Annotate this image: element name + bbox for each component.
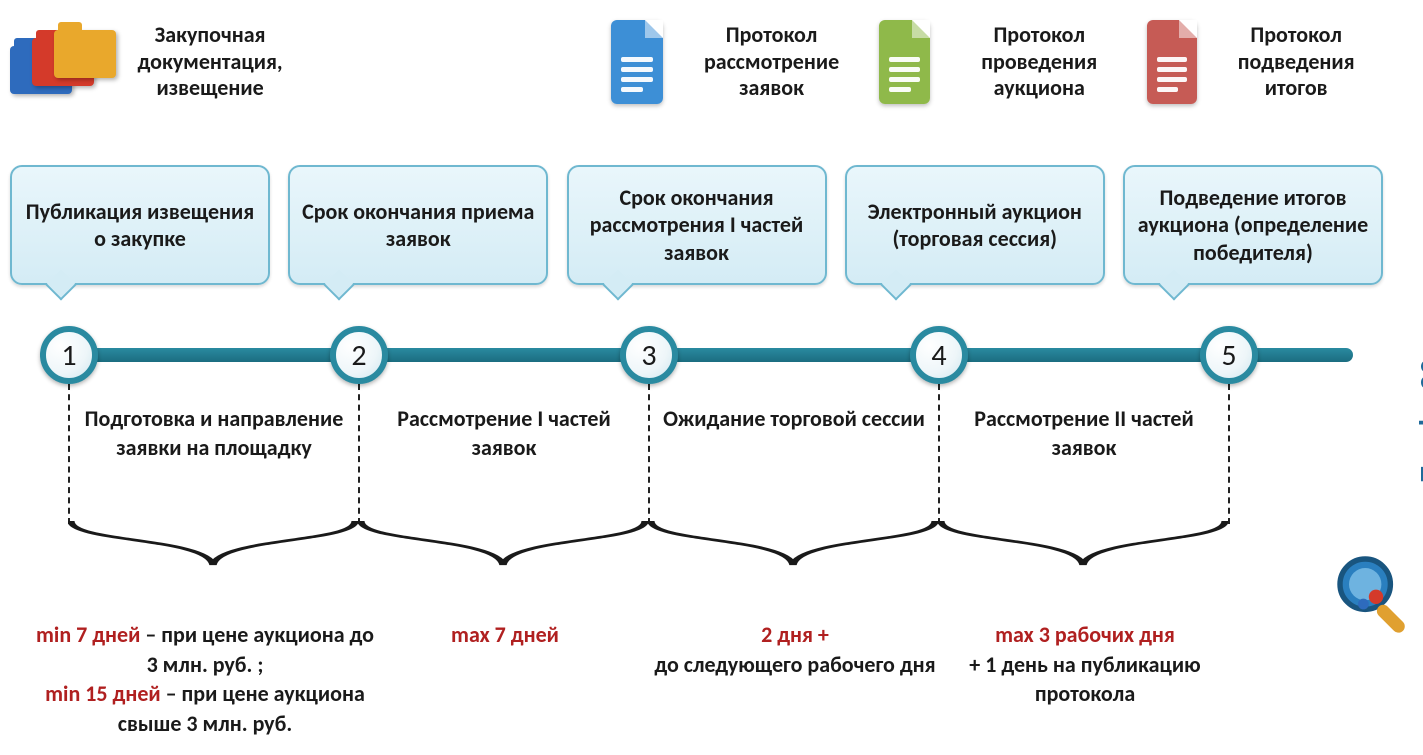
doc-label-1: Протокол рассмотрение заявок bbox=[675, 22, 869, 101]
brace-4 bbox=[938, 520, 1228, 570]
doc-icon-blue bbox=[611, 20, 663, 104]
callout-box-1: Публикация извещения о закупке bbox=[10, 165, 270, 285]
node-4: 4 bbox=[910, 326, 968, 384]
dashed-4 bbox=[938, 384, 940, 524]
dashed-5 bbox=[1228, 384, 1230, 524]
callout-1: Публикация извещения о закупке bbox=[10, 165, 270, 285]
doc-block-0: Закупочная документация, извещение bbox=[10, 20, 333, 104]
brace-2 bbox=[358, 520, 648, 570]
doc-icon-green bbox=[879, 20, 931, 104]
doc-block-3: Протокол подведения итогов bbox=[1147, 20, 1384, 104]
node-5: 5 bbox=[1200, 326, 1258, 384]
node-3: 3 bbox=[620, 326, 678, 384]
timing-4: max 3 рабочих дня+ 1 день на публикацию … bbox=[920, 620, 1250, 709]
magnifier-icon bbox=[1331, 550, 1421, 640]
callout-box-2: Срок окончания приема заявок bbox=[288, 165, 548, 285]
node-1: 1 bbox=[40, 326, 98, 384]
header-docs-row: Закупочная документация, извещение Прото… bbox=[10, 20, 1383, 104]
timing-3: 2 дня + до следующего рабочего дня bbox=[630, 620, 960, 679]
interval-2: Рассмотрение I частей заявок bbox=[368, 405, 640, 462]
callout-4: Электронный аукцион (торговая сессия) bbox=[845, 165, 1105, 285]
doc-icon-red bbox=[1147, 20, 1198, 104]
callout-5: Подведение итогов аукциона (определение … bbox=[1123, 165, 1383, 285]
folders-icon bbox=[10, 22, 76, 102]
timing-2: max 7 дней bbox=[340, 620, 670, 650]
node-2: 2 bbox=[330, 326, 388, 384]
callout-2: Срок окончания приема заявок bbox=[288, 165, 548, 285]
dashed-2 bbox=[358, 384, 360, 524]
doc-block-2: Протокол проведения аукциона bbox=[879, 20, 1137, 104]
dashed-1 bbox=[68, 384, 70, 524]
interval-3: Ожидание торговой сессии bbox=[658, 405, 930, 434]
doc-label-3: Протокол подведения итогов bbox=[1209, 22, 1383, 101]
callouts-row: Публикация извещения о закупке Срок окон… bbox=[10, 165, 1383, 285]
brace-3 bbox=[648, 520, 938, 570]
callout-box-5: Подведение итогов аукциона (определение … bbox=[1123, 165, 1383, 285]
doc-label-0: Закупочная документация, извещение bbox=[88, 22, 333, 101]
brace-1 bbox=[68, 520, 358, 570]
timeline-bar bbox=[40, 348, 1353, 362]
doc-block-1: Протокол рассмотрение заявок bbox=[611, 20, 869, 104]
callout-box-4: Электронный аукцион (торговая сессия) bbox=[845, 165, 1105, 285]
watermark-text: Tender20.ru bbox=[1413, 320, 1423, 482]
timing-1: min 7 дней – при цене аукциона до 3 млн.… bbox=[30, 620, 380, 739]
callout-box-3: Срок окончания рассмотрения I частей зая… bbox=[567, 165, 827, 285]
folder-yellow bbox=[54, 30, 116, 78]
interval-1: Подготовка и направление заявки на площа… bbox=[78, 405, 350, 462]
doc-label-2: Протокол проведения аукциона bbox=[942, 22, 1137, 101]
interval-4: Рассмотрение II частей заявок bbox=[948, 405, 1220, 462]
dashed-3 bbox=[648, 384, 650, 524]
callout-3: Срок окончания рассмотрения I частей зая… bbox=[567, 165, 827, 285]
